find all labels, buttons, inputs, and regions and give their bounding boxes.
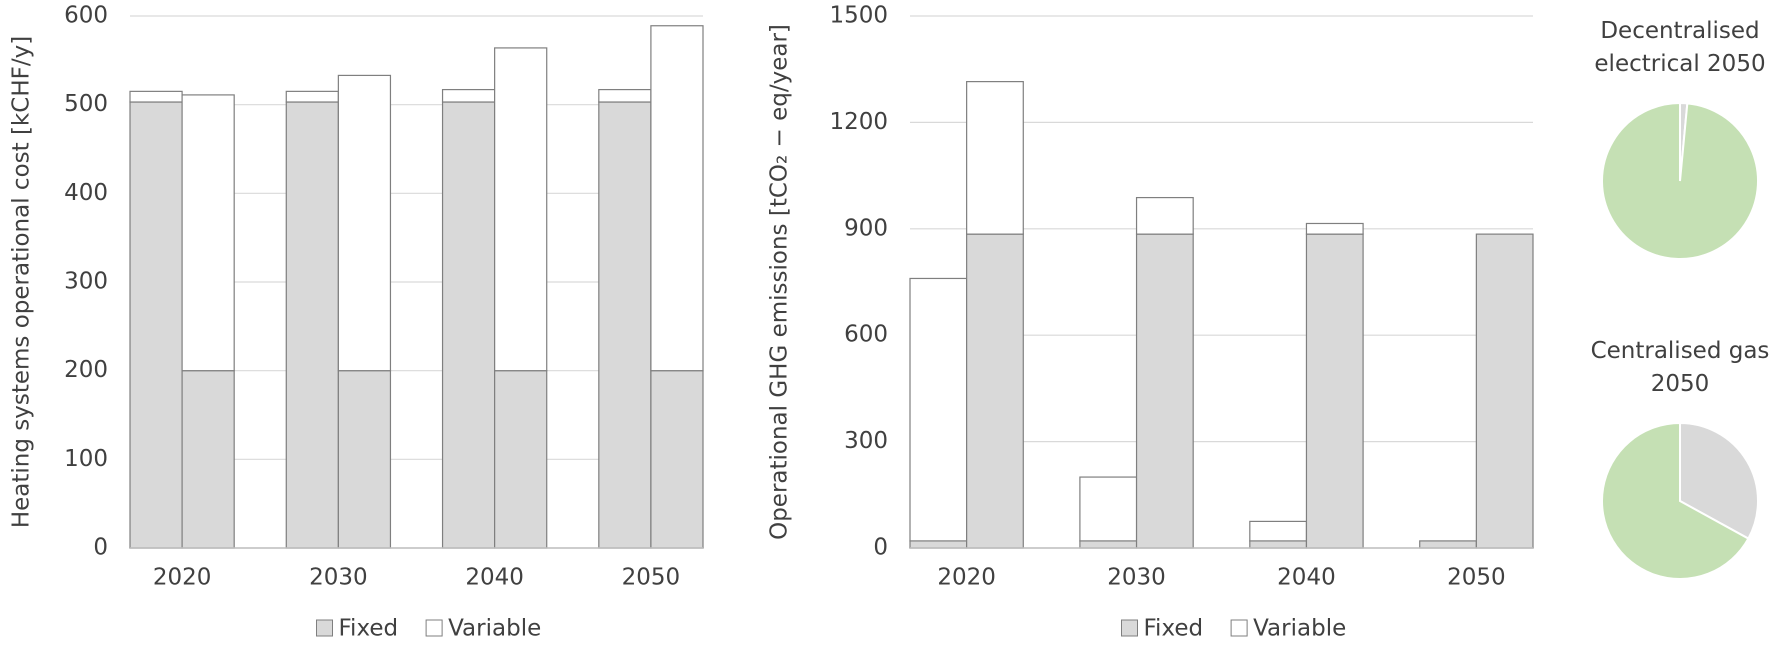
legend-swatch bbox=[316, 619, 333, 637]
x-tick-label: 2040 bbox=[465, 565, 524, 591]
bar-segment bbox=[1249, 540, 1308, 549]
y-tick-label: 200 bbox=[64, 357, 108, 383]
bar-segment bbox=[1079, 540, 1138, 549]
bar-segment bbox=[966, 233, 1024, 549]
y-axis-label: Operational GHG emissions [tCO₂ − eq/yea… bbox=[767, 24, 793, 540]
bar-segment bbox=[966, 81, 1024, 235]
bar-segment bbox=[494, 370, 548, 549]
pie-slice bbox=[1601, 421, 1750, 580]
bar-segment bbox=[1419, 540, 1477, 549]
legend-label: Fixed bbox=[1144, 616, 1204, 642]
y-tick-label: 900 bbox=[844, 215, 888, 241]
bar-segment bbox=[1305, 233, 1364, 549]
y-tick-label: 300 bbox=[64, 269, 108, 295]
y-tick-label: 500 bbox=[64, 91, 108, 117]
y-tick-label: 1200 bbox=[829, 109, 888, 135]
legend-swatch bbox=[425, 619, 443, 637]
bar-segment bbox=[650, 370, 704, 549]
y-tick-label: 600 bbox=[64, 3, 108, 29]
bar-segment bbox=[494, 47, 548, 372]
pie-slice bbox=[1601, 101, 1759, 260]
bar-segment bbox=[1305, 222, 1364, 235]
bar-segment bbox=[181, 94, 235, 372]
x-tick-label: 2030 bbox=[309, 565, 368, 591]
y-tick-label: 300 bbox=[844, 428, 888, 454]
legend-label: Variable bbox=[448, 616, 541, 642]
bar-segment bbox=[1079, 476, 1138, 542]
bar-segment bbox=[598, 88, 652, 103]
y-axis-label: Heating systems operational cost [kCHF/y… bbox=[9, 36, 35, 528]
y-tick-label: 0 bbox=[873, 535, 888, 561]
bar-segment bbox=[285, 101, 339, 549]
legend-label: Variable bbox=[1253, 616, 1346, 642]
y-tick-label: 1500 bbox=[829, 3, 888, 29]
bar-segment bbox=[1475, 233, 1534, 549]
bar-segment bbox=[181, 370, 235, 549]
bar-segment bbox=[337, 370, 392, 549]
x-tick-label: 2050 bbox=[622, 565, 681, 591]
legend-swatch bbox=[1230, 619, 1248, 637]
bar-segment bbox=[650, 25, 704, 372]
x-tick-label: 2040 bbox=[1277, 565, 1336, 591]
bar-segment bbox=[909, 540, 968, 549]
bar-segment bbox=[129, 90, 183, 103]
bar-segment bbox=[1135, 233, 1194, 549]
bar-segment bbox=[598, 101, 652, 549]
bar-segment bbox=[1135, 196, 1194, 235]
bar-segment bbox=[285, 90, 339, 103]
legend-label: Fixed bbox=[339, 616, 399, 642]
bar-segment bbox=[441, 101, 496, 549]
x-tick-label: 2020 bbox=[937, 565, 996, 591]
legend-swatch bbox=[1121, 619, 1138, 637]
bar-segment bbox=[337, 74, 392, 372]
y-tick-label: 600 bbox=[844, 322, 888, 348]
y-tick-label: 400 bbox=[64, 180, 108, 206]
y-tick-label: 0 bbox=[93, 535, 108, 561]
bar-segment bbox=[441, 88, 496, 103]
x-tick-label: 2020 bbox=[153, 565, 212, 591]
bar-segment bbox=[129, 101, 183, 549]
x-tick-label: 2050 bbox=[1447, 565, 1506, 591]
pie-title: Centralised gas 2050 bbox=[1590, 338, 1770, 397]
pie-slice bbox=[1679, 421, 1759, 540]
x-tick-label: 2030 bbox=[1107, 565, 1166, 591]
y-tick-label: 100 bbox=[64, 446, 108, 472]
bar-segment bbox=[909, 277, 968, 542]
bar-segment bbox=[1249, 520, 1308, 542]
pie-title: Decentralised electrical 2050 bbox=[1594, 18, 1766, 77]
